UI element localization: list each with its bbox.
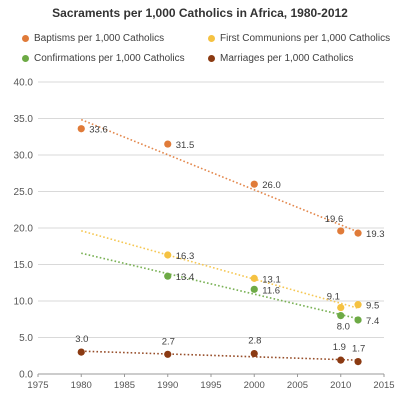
data-point-confirmations [250, 285, 258, 293]
data-point-marriages [337, 356, 345, 364]
data-label-marriages: 3.0 [75, 334, 88, 345]
data-label-first-communions: 16.3 [176, 251, 195, 262]
trendline-marriages [81, 350, 359, 361]
data-point-baptisms [164, 140, 172, 148]
chart-title: Sacraments per 1,000 Catholics in Africa… [52, 6, 348, 20]
data-point-marriages [250, 349, 258, 358]
data-point-baptisms [77, 125, 85, 133]
x-tick-label: 1985 [114, 380, 135, 391]
x-tick-label: 2015 [373, 380, 394, 391]
data-label-baptisms: 33.6 [89, 125, 108, 136]
data-point-first-communions [164, 251, 172, 259]
legend-marker-first-communions [208, 35, 215, 42]
data-label-baptisms: 31.5 [176, 140, 195, 151]
y-tick-label: 30.0 [14, 151, 34, 162]
x-tick-label: 2005 [287, 380, 308, 391]
data-label-confirmations: 13.4 [176, 272, 195, 283]
legend-item-first-communions: First Communions per 1,000 Catholics [208, 33, 390, 44]
legend-marker-marriages [208, 55, 215, 62]
legend-label-marriages: Marriages per 1,000 Catholics [220, 53, 354, 64]
data-label-confirmations: 11.6 [262, 285, 280, 296]
data-label-marriages: 1.9 [333, 342, 346, 353]
legend-marker-baptisms [22, 35, 29, 42]
y-tick-label: 15.0 [14, 260, 34, 271]
y-tick-label: 0.0 [19, 370, 33, 381]
y-tick-label: 20.0 [14, 224, 34, 235]
data-point-baptisms [337, 227, 345, 235]
data-label-confirmations: 7.4 [366, 316, 379, 327]
data-label-baptisms: 26.0 [262, 180, 281, 191]
data-label-first-communions: 13.1 [262, 274, 281, 285]
y-tick-label: 25.0 [14, 187, 34, 198]
data-point-marriages [164, 350, 172, 358]
y-tick-label: 10.0 [14, 297, 34, 308]
x-tick-label: 2010 [330, 380, 351, 391]
x-tick-label: 1980 [71, 380, 92, 391]
legend-label-first-communions: First Communions per 1,000 Catholics [220, 33, 391, 44]
data-point-confirmations [337, 312, 345, 320]
x-tick-label: 1975 [27, 380, 48, 391]
data-label-first-communions: 9.1 [327, 292, 340, 303]
data-label-marriages: 1.7 [352, 344, 365, 355]
data-point-first-communions [337, 303, 345, 312]
x-tick-label: 1995 [200, 380, 221, 391]
x-tick-label: 2000 [244, 380, 265, 391]
data-label-first-communions: 9.5 [366, 301, 379, 312]
y-tick-label: 40.0 [14, 78, 34, 89]
legend-label-baptisms: Baptisms per 1,000 Catholics [34, 33, 165, 44]
data-point-baptisms [354, 229, 362, 237]
legend-marker-confirmations [22, 55, 29, 62]
data-point-marriages [354, 357, 362, 366]
trendline-confirmations [81, 252, 359, 320]
legend-item-marriages: Marriages per 1,000 Catholics [208, 53, 353, 64]
legend-label-confirmations: Confirmations per 1,000 Catholics [34, 53, 185, 64]
data-point-first-communions [250, 274, 258, 282]
data-label-confirmations: 8.0 [337, 322, 350, 333]
data-point-first-communions [354, 301, 362, 309]
trendline-first-communions [81, 230, 359, 309]
data-label-baptisms: 19.3 [366, 229, 385, 240]
data-label-baptisms: 19.6 [325, 214, 344, 225]
trendline-baptisms [80, 118, 359, 233]
legend-item-baptisms: Baptisms per 1,000 Catholics [22, 33, 164, 44]
y-tick-label: 5.0 [19, 333, 33, 344]
data-point-baptisms [250, 180, 258, 188]
x-tick-label: 1990 [157, 380, 178, 391]
data-label-marriages: 2.7 [162, 336, 175, 347]
data-point-marriages [77, 348, 85, 356]
data-point-confirmations [354, 316, 362, 324]
data-point-confirmations [164, 272, 172, 280]
data-label-marriages: 2.8 [248, 336, 261, 347]
legend-item-confirmations: Confirmations per 1,000 Catholics [22, 53, 185, 64]
y-tick-label: 35.0 [14, 114, 34, 125]
